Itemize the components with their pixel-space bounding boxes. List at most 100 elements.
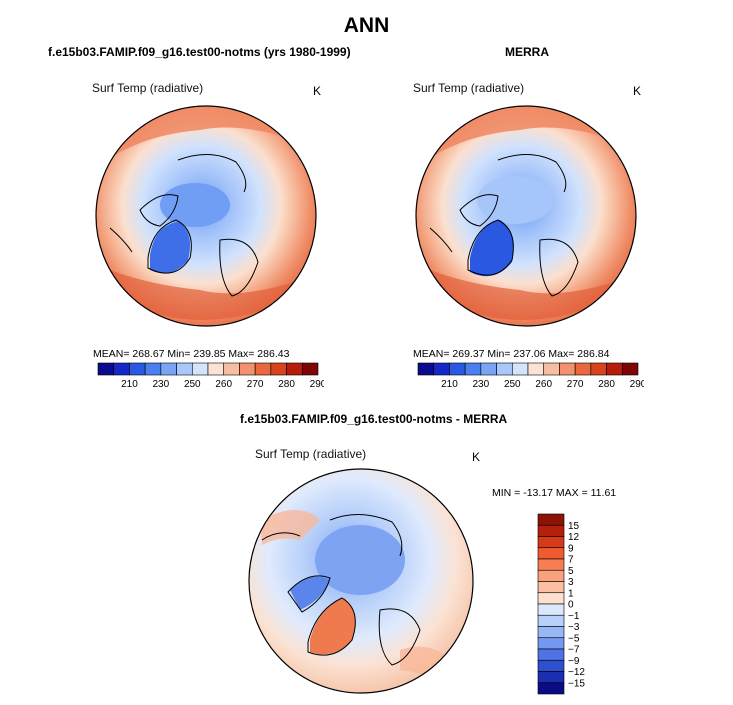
panel1-colorbar-swatch-13 bbox=[301, 362, 319, 376]
panel3-colorbar-label-1: 12 bbox=[568, 532, 580, 543]
panel1-colorbar: 210230250260270280290300 bbox=[97, 362, 324, 390]
panel2-colorbar-label-2: 250 bbox=[504, 379, 521, 390]
panel1-colorbar-swatch-0 bbox=[97, 362, 115, 376]
panel3-colorbar-label-4: 5 bbox=[568, 566, 574, 577]
panel3-map bbox=[248, 468, 474, 694]
panel2-colorbar-swatch-10 bbox=[574, 362, 592, 376]
panel2-field-label: Surf Temp (radiative) bbox=[413, 81, 525, 95]
panel3-colorbar-label-13: −12 bbox=[568, 667, 585, 678]
panel3-coastlines bbox=[261, 513, 421, 666]
panel1-colorbar-label-5: 280 bbox=[278, 379, 295, 390]
panel3-colorbar-label-7: 0 bbox=[568, 600, 574, 611]
panel3-colorbar-swatch-9 bbox=[537, 614, 565, 627]
panel3-colorbar-label-8: −1 bbox=[568, 611, 580, 622]
panel1-stats: MEAN= 268.67 Min= 239.85 Max= 286.43 bbox=[93, 348, 290, 360]
panel3-colorbar-swatch-10 bbox=[537, 626, 565, 639]
panel3-colorbar-label-10: −5 bbox=[568, 633, 580, 644]
panel1-colorbar-swatch-10 bbox=[254, 362, 272, 376]
panel2-colorbar-swatch-4 bbox=[480, 362, 497, 376]
panel2-colorbar-swatch-1 bbox=[433, 362, 450, 376]
panel2-arctic-cold-region bbox=[477, 176, 553, 224]
panel2-colorbar-label-4: 270 bbox=[567, 379, 584, 390]
panel1-colorbar-swatch-1 bbox=[113, 362, 130, 376]
panel2-title: MERRA bbox=[505, 45, 549, 59]
panel2-stats: MEAN= 269.37 Min= 237.06 Max= 286.84 bbox=[413, 348, 610, 360]
panel1-colorbar-swatch-6 bbox=[191, 362, 209, 376]
page-title: ANN bbox=[343, 14, 390, 37]
panel1-colorbar-swatch-3 bbox=[144, 362, 162, 376]
panel3-title: f.e15b03.FAMIP.f09_g16.test00-notms - ME… bbox=[240, 412, 508, 426]
panel3-colorbar-swatch-12 bbox=[537, 648, 565, 661]
panel3-stats: MIN = -13.17 MAX = 11.61 bbox=[492, 487, 617, 499]
panel2-colorbar-swatch-8 bbox=[543, 362, 560, 376]
panel2-colorbar-swatch-11 bbox=[590, 362, 607, 376]
panel3-colorbar-label-0: 15 bbox=[568, 521, 580, 532]
panel1-colorbar-swatch-12 bbox=[286, 362, 303, 376]
panel3-colorbar-swatch-13 bbox=[537, 659, 565, 672]
panel1-greenland bbox=[150, 222, 191, 274]
panel2-colorbar-swatch-7 bbox=[527, 362, 545, 376]
panel1-colorbar-swatch-7 bbox=[207, 362, 225, 376]
panel2-colorbar-label-3: 260 bbox=[535, 379, 552, 390]
panel1-field-label: Surf Temp (radiative) bbox=[92, 81, 204, 95]
panel3-colorbar-label-9: −3 bbox=[568, 622, 580, 633]
panel2-colorbar-label-1: 230 bbox=[473, 379, 490, 390]
panel3-colorbar-swatch-2 bbox=[537, 536, 565, 549]
panel3-arctic-cold-region bbox=[315, 525, 405, 595]
panel3-colorbar-label-5: 3 bbox=[568, 577, 574, 588]
panel1-colorbar-label-3: 260 bbox=[215, 379, 232, 390]
panel2-map bbox=[415, 105, 637, 327]
panel2-colorbar-swatch-6 bbox=[511, 362, 529, 376]
panel2-colorbar-swatch-12 bbox=[606, 362, 623, 376]
panel1-colorbar-label-1: 230 bbox=[153, 379, 170, 390]
panel1-colorbar-swatch-2 bbox=[129, 362, 146, 376]
panel1-units: K bbox=[313, 84, 322, 98]
panel3-colorbar-label-2: 9 bbox=[568, 543, 574, 554]
panel3-colorbar-swatch-11 bbox=[537, 637, 565, 650]
panel1-title: f.e15b03.FAMIP.f09_g16.test00-notms (yrs… bbox=[48, 45, 351, 59]
panel3-colorbar-swatch-14 bbox=[537, 671, 565, 684]
panel2-colorbar-label-5: 280 bbox=[598, 379, 615, 390]
panel2-south-warm-band bbox=[430, 270, 620, 320]
panel3-alaska-warm bbox=[260, 510, 320, 545]
panel1-map bbox=[95, 105, 317, 327]
panel3-colorbar-swatch-3 bbox=[537, 547, 565, 560]
panel3-colorbar-label-11: −7 bbox=[568, 645, 580, 656]
panel2-colorbar-swatch-9 bbox=[559, 362, 576, 376]
panel1-colorbar-label-2: 250 bbox=[184, 379, 201, 390]
panel3-colorbar-swatch-8 bbox=[537, 603, 565, 616]
panel1-colorbar-swatch-8 bbox=[223, 362, 240, 376]
panel2-colorbar: 210230250260270280290300 bbox=[417, 362, 644, 390]
panel3-colorbar-swatch-15 bbox=[537, 682, 565, 695]
panel2-greenland bbox=[470, 220, 514, 277]
panel1-arctic-cold-region bbox=[160, 183, 230, 227]
panel3-colorbar-swatch-7 bbox=[537, 592, 565, 605]
panel2-colorbar-swatch-5 bbox=[496, 362, 513, 376]
panel1-colorbar-label-0: 210 bbox=[121, 379, 138, 390]
panel2-units: K bbox=[633, 84, 642, 98]
panel1-colorbar-swatch-11 bbox=[270, 362, 287, 376]
panel3-colorbar-label-6: 1 bbox=[568, 588, 574, 599]
panel3-colorbar-swatch-4 bbox=[537, 558, 565, 571]
panel1-coastlines bbox=[109, 154, 259, 297]
panel3-colorbar-label-12: −9 bbox=[568, 656, 580, 667]
panel1-colorbar-swatch-9 bbox=[239, 362, 256, 376]
panel2-coastlines bbox=[429, 154, 579, 297]
panel2-colorbar-swatch-3 bbox=[464, 362, 482, 376]
panel1-colorbar-label-4: 270 bbox=[247, 379, 264, 390]
panel3-colorbar-swatch-0 bbox=[537, 513, 565, 526]
panel1-map-border bbox=[95, 105, 317, 327]
panel2-colorbar-swatch-0 bbox=[417, 362, 435, 376]
panel3-colorbar-label-3: 7 bbox=[568, 555, 574, 566]
panel2-map-border bbox=[415, 105, 637, 327]
panel3-units: K bbox=[472, 450, 481, 464]
panel1-colorbar-label-6: 290 bbox=[310, 379, 324, 390]
panel3-greenland-warm bbox=[310, 598, 356, 655]
panel2-colorbar-swatch-13 bbox=[621, 362, 639, 376]
panel1-colorbar-swatch-4 bbox=[160, 362, 177, 376]
panel3-map-border bbox=[248, 468, 474, 694]
panel3-colorbar-swatch-1 bbox=[537, 524, 565, 537]
panel1-colorbar-swatch-5 bbox=[176, 362, 193, 376]
panel3-field-label: Surf Temp (radiative) bbox=[255, 447, 367, 461]
